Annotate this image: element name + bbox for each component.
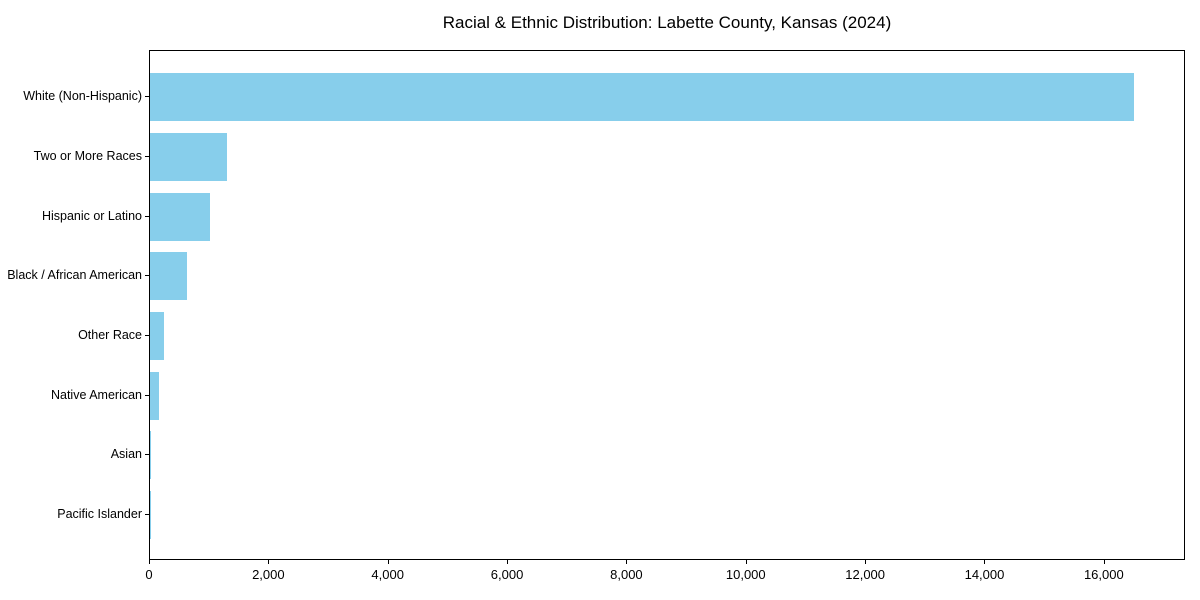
x-tick-mark: [865, 560, 867, 564]
x-tick-mark: [507, 560, 509, 564]
y-tick-label: Two or More Races: [33, 149, 142, 164]
y-tick-label: Native American: [50, 387, 142, 402]
y-axis-labels: White (Non-Hispanic) Two or More Races His…: [0, 50, 142, 560]
x-tick-mark: [149, 560, 150, 564]
y-tick-mark: [145, 275, 149, 277]
y-tick-label: Other Race: [78, 328, 142, 342]
x-tick-label: 2,000: [252, 567, 285, 582]
y-tick-mark: [145, 394, 149, 396]
x-tick-mark: [387, 560, 389, 564]
bar: [150, 371, 159, 420]
bar: [150, 133, 228, 182]
y-tick-mark: [145, 156, 149, 158]
x-tick-label: 12,000: [845, 567, 886, 582]
bar: [150, 252, 187, 301]
x-tick-label: 16,000: [1083, 567, 1124, 582]
bar: [150, 490, 151, 539]
x-tick-label: 4,000: [371, 567, 404, 582]
y-tick-label: Hispanic or Latino: [41, 208, 142, 223]
y-tick-label: Pacific Islander: [57, 506, 142, 521]
bar: [150, 431, 152, 480]
plot-area: [149, 50, 1185, 560]
y-tick-mark: [145, 335, 149, 336]
bar: [150, 192, 210, 241]
x-tick-label: 6,000: [490, 567, 524, 582]
x-tick-label: 14,000: [964, 567, 1005, 582]
x-tick-mark: [626, 560, 628, 564]
y-tick-label: Asian: [110, 447, 142, 462]
y-tick-mark: [145, 96, 149, 98]
y-tick-mark: [145, 215, 149, 217]
x-tick-mark: [1103, 560, 1105, 564]
bar: [150, 312, 164, 360]
y-tick-mark: [145, 454, 149, 456]
y-tick-mark: [145, 513, 149, 515]
x-tick-mark: [745, 560, 747, 564]
x-tick-label: 10,000: [725, 567, 766, 582]
x-tick-label: 8,000: [610, 567, 643, 582]
x-tick-mark: [984, 560, 986, 564]
x-tick-mark: [268, 560, 270, 564]
x-tick-label: 0: [145, 567, 153, 582]
y-tick-label: White (Non-Hispanic): [23, 89, 142, 104]
chart-title: Racial & Ethnic Distribution: Labette Co…: [442, 13, 892, 32]
bar: [150, 73, 1134, 122]
y-tick-label: Black / African American: [7, 268, 142, 283]
